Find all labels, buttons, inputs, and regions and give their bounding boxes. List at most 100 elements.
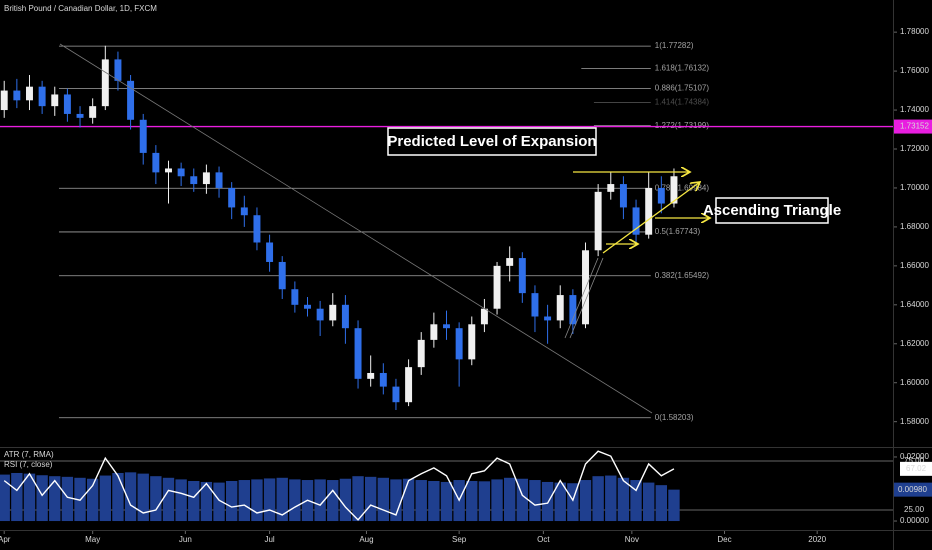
- atr-bar: [655, 485, 668, 522]
- candle-body: [127, 80, 135, 120]
- y-tick-label: 0.02000: [900, 452, 929, 461]
- candle-body: [430, 324, 438, 340]
- candle-body: [63, 94, 71, 114]
- atr-bar: [289, 479, 301, 522]
- atr-bar: [352, 476, 364, 522]
- candle-body: [114, 59, 122, 81]
- x-tick-label: Apr: [0, 535, 11, 544]
- chart-title: British Pound / Canadian Dollar, 1D, FXC…: [4, 4, 157, 13]
- atr-bar: [99, 475, 111, 522]
- atr-bar: [314, 479, 326, 522]
- atr-bar: [0, 474, 10, 522]
- atr-bar: [175, 479, 187, 522]
- fib-label: 0.786(1.69984): [655, 183, 710, 192]
- candle-body: [165, 168, 172, 173]
- candle-body: [228, 187, 236, 208]
- atr-bar: [327, 480, 339, 522]
- atr-bar: [541, 481, 554, 522]
- y-tick-label: 1.60000: [900, 378, 929, 387]
- candle-body: [405, 367, 413, 403]
- x-tick-label: Dec: [717, 535, 731, 544]
- candle-body: [266, 242, 274, 262]
- candle-body: [13, 90, 21, 101]
- atr-bar: [668, 489, 680, 522]
- fib-label: 0.5(1.67743): [655, 227, 701, 236]
- fib-label: 1(1.77282): [655, 41, 694, 50]
- atr-bar: [503, 477, 516, 522]
- atr-bar: [617, 477, 630, 522]
- price-label-box: [894, 119, 932, 134]
- candle-body: [443, 324, 450, 329]
- candle-body: [493, 265, 501, 309]
- arrow: [602, 182, 700, 254]
- y-tick-label: 1.58000: [900, 417, 929, 426]
- atr-bar: [402, 478, 415, 522]
- candle-body: [152, 152, 160, 173]
- atr-bar: [592, 476, 604, 522]
- candle-body: [76, 113, 84, 118]
- channel-line: [564, 257, 599, 339]
- x-tick-label: Jun: [179, 535, 192, 544]
- candle-body: [215, 172, 223, 188]
- x-tick-label: Jul: [264, 535, 274, 544]
- y-tick-label: 1.66000: [900, 261, 929, 270]
- candle-body: [417, 339, 425, 368]
- atr-bar: [238, 480, 250, 522]
- annotation: Predicted Level of Expansion: [387, 133, 596, 150]
- candle-body: [531, 293, 539, 317]
- indicator-label: ATR (7, RMA): [4, 450, 54, 459]
- fib-label: 1.272(1.73199): [655, 121, 710, 130]
- fib-label: 0.886(1.75107): [655, 84, 710, 93]
- y-tick-label: 1.72000: [900, 144, 929, 153]
- atr-bar: [200, 481, 213, 522]
- candle-body: [253, 215, 261, 243]
- candle-body: [304, 304, 311, 309]
- channel-line: [569, 257, 604, 339]
- rsi-line: [3, 450, 675, 521]
- candle-body: [240, 207, 248, 216]
- candle-body: [278, 261, 286, 290]
- atr-bar: [364, 476, 377, 522]
- candle-body: [379, 372, 387, 387]
- candle-body: [392, 386, 400, 403]
- atr-bar: [491, 479, 503, 522]
- candle-body: [367, 372, 375, 379]
- y-tick-label: 1.74000: [900, 105, 929, 114]
- atr-bar: [554, 482, 566, 522]
- y-tick-label: 1.68000: [900, 222, 929, 231]
- atr-bar: [516, 478, 529, 522]
- rsi-value-box: [900, 461, 932, 476]
- candle-body: [670, 176, 678, 204]
- atr-bar: [440, 481, 453, 522]
- candle-body: [468, 324, 476, 360]
- candle-body: [316, 308, 324, 321]
- atr-bar: [49, 476, 61, 522]
- candle-body: [354, 328, 362, 379]
- y-tick-label: 1.64000: [900, 300, 929, 309]
- candle-body: [202, 172, 210, 185]
- atr-bar: [605, 475, 617, 522]
- atr-bar: [643, 482, 655, 522]
- atr-bar: [276, 477, 288, 522]
- fib-label: 1.414(1.74384): [655, 98, 710, 107]
- candle-body: [341, 304, 349, 329]
- atr-bar: [36, 475, 48, 522]
- y2-tick-label: 75.00: [904, 456, 925, 465]
- y-tick-label: 1.78000: [900, 27, 929, 36]
- fib-label: 0.382(1.65492): [655, 271, 710, 280]
- y-tick-label: 0.00000: [900, 516, 929, 525]
- fib-label: 1.618(1.76132): [655, 64, 710, 73]
- x-tick-label: May: [85, 535, 100, 544]
- atr-bar: [213, 482, 225, 522]
- candle-body: [619, 184, 627, 208]
- atr-bar: [188, 480, 200, 522]
- y-tick-label: 1.76000: [900, 66, 929, 75]
- candle-body: [455, 328, 463, 360]
- candle-body: [101, 59, 109, 107]
- candle-body: [569, 295, 577, 325]
- atr-bar: [137, 473, 149, 522]
- price-label: 1.73152: [900, 122, 929, 131]
- x-tick-label: Oct: [537, 535, 550, 544]
- candle-body: [291, 289, 299, 305]
